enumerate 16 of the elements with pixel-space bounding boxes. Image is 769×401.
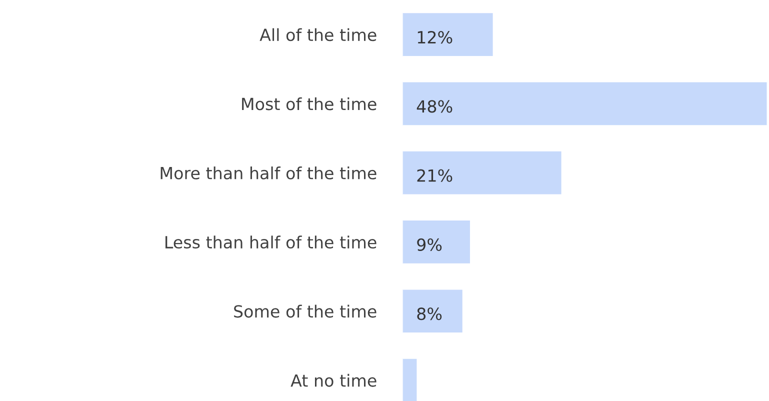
data-label: 9% [417,238,442,251]
bar [402,288,464,334]
y-tick-label: At no time [290,374,376,387]
bar [402,150,563,196]
bar [402,12,494,58]
data-label: 48% [416,100,452,113]
bar [402,219,472,265]
data-label: 8% [417,308,442,320]
data-label: 12% [418,30,452,44]
y-tick-label: Most of the time [242,97,376,110]
bar [402,80,768,127]
y-tick-label: All of the time [260,28,376,42]
y-tick-label: Less than half of the time [166,236,376,249]
y-tick-label: More than half of the time [160,166,376,180]
data-label: 21% [417,169,452,182]
y-tick-label: Some of the time [234,304,376,318]
